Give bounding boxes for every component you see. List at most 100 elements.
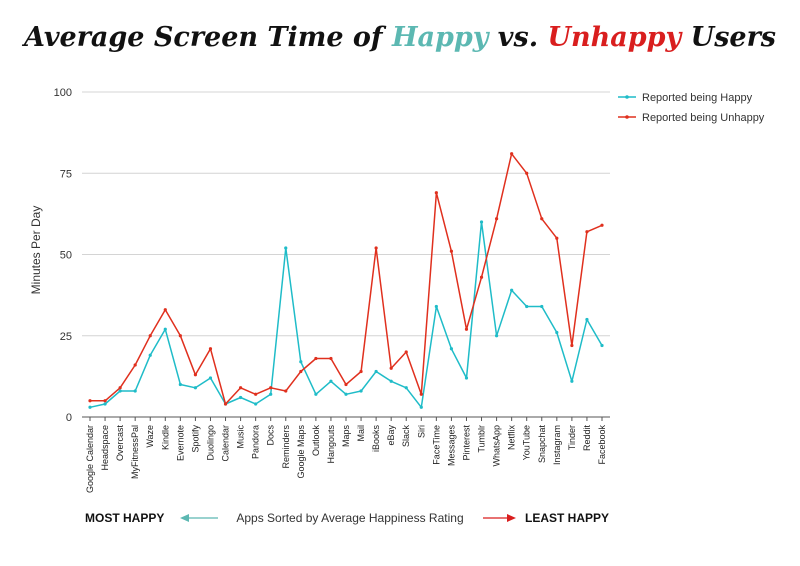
x-tick-label: Instagram [552, 425, 562, 465]
legend-marker-happy [625, 95, 629, 99]
data-point [88, 405, 92, 409]
x-tick-label: Music [236, 425, 246, 449]
data-point [525, 304, 529, 309]
x-tick-label: iBooks [371, 425, 381, 453]
legend: Reported being Happy Reported being Unha… [618, 92, 765, 124]
data-point [269, 392, 273, 396]
legend-marker-unhappy [625, 115, 629, 119]
series-unhappy [88, 152, 604, 406]
y-axis-label: Minutes Per Day [29, 206, 43, 295]
x-tick-label: Pinterest [461, 425, 471, 461]
x-tick-label: Snapchat [537, 425, 547, 464]
data-point [464, 327, 469, 331]
data-point [118, 389, 122, 393]
data-point [329, 379, 333, 383]
x-tick-label: Tumblr [477, 425, 487, 453]
y-tick-label: 100 [54, 87, 72, 99]
x-tick-label: Siri [416, 425, 426, 438]
x-tick-label: eBay [386, 425, 396, 446]
legend-label-happy: Reported being Happy [642, 92, 753, 104]
data-point [118, 386, 122, 390]
data-point [510, 288, 514, 292]
data-point [314, 392, 318, 396]
x-tick-label: Overcast [115, 425, 125, 462]
x-tick-label: Facebook [597, 425, 607, 465]
data-point [374, 246, 378, 250]
legend-label-unhappy: Reported being Unhappy [642, 112, 765, 124]
x-tick-label: MyFitnessPal [130, 425, 140, 479]
x-tick-label: FaceTime [431, 425, 441, 465]
x-tick-label: Google Calendar [85, 425, 95, 493]
data-point [223, 402, 228, 406]
x-tick-label: Evernote [175, 425, 185, 461]
x-tick-label: Waze [145, 425, 155, 448]
data-point [284, 246, 288, 250]
x-tick-label: Headspace [100, 425, 110, 471]
data-point [600, 343, 604, 348]
x-tick-label: YouTube [522, 425, 532, 460]
x-tick-label: Reddit [582, 425, 592, 452]
arrow-left-icon [180, 514, 189, 522]
x-label-least-happy: LEAST HAPPY [525, 511, 609, 525]
data-point [359, 389, 363, 393]
data-point [284, 389, 288, 393]
data-point [479, 220, 484, 224]
data-point [585, 230, 589, 234]
title-prefix: Average Screen Time of [23, 22, 392, 53]
data-point [374, 369, 378, 374]
title-suffix: Users [681, 22, 777, 53]
data-point [103, 399, 107, 403]
data-point [449, 347, 454, 351]
x-axis-label: MOST HAPPY Apps Sorted by Average Happin… [85, 511, 609, 525]
data-point [344, 382, 348, 387]
title-happy-word: Happy [391, 22, 489, 53]
grid-lines [82, 91, 610, 337]
series-lines [88, 152, 604, 409]
x-tick-label: Pandora [251, 425, 261, 459]
y-tick-label: 50 [60, 250, 72, 262]
data-point [299, 360, 303, 364]
title-middle: vs. [488, 22, 548, 53]
data-point [555, 236, 559, 240]
data-point [555, 330, 559, 335]
x-tick-label: Calendar [221, 425, 231, 462]
x-tick-label: Spotify [190, 425, 200, 453]
series-line [89, 221, 603, 409]
data-point [299, 369, 303, 374]
data-point [494, 217, 499, 221]
data-point [389, 366, 393, 370]
x-tick-label: Hangouts [326, 425, 336, 464]
y-tick-label: 25 [60, 331, 72, 343]
data-point [419, 392, 423, 396]
data-point [404, 350, 408, 354]
data-point [238, 386, 243, 390]
x-tick-label: Netflix [507, 425, 517, 451]
data-point [540, 304, 544, 309]
data-point [389, 379, 393, 383]
data-point [344, 392, 348, 396]
data-point [419, 405, 423, 409]
data-point [600, 223, 604, 227]
y-tick-label: 75 [60, 168, 72, 180]
data-point [540, 217, 544, 221]
data-point [163, 308, 167, 312]
data-point [314, 356, 318, 361]
data-point [133, 363, 137, 367]
data-point [434, 304, 438, 309]
x-tick-label: WhatsApp [492, 425, 502, 467]
data-point [510, 152, 514, 156]
data-point [238, 395, 243, 400]
x-tick-label: Google Maps [296, 425, 306, 479]
data-point [359, 369, 363, 374]
x-tick-label: Messages [446, 425, 456, 467]
data-point [208, 347, 213, 351]
data-point [163, 327, 167, 331]
data-point [269, 386, 273, 390]
data-point [449, 249, 454, 253]
data-point [404, 386, 408, 390]
x-tick-label: Docs [266, 425, 276, 446]
data-point [254, 392, 258, 396]
x-label-most-happy: MOST HAPPY [85, 511, 164, 525]
data-point [193, 386, 198, 390]
arrow-right-icon [507, 514, 516, 522]
